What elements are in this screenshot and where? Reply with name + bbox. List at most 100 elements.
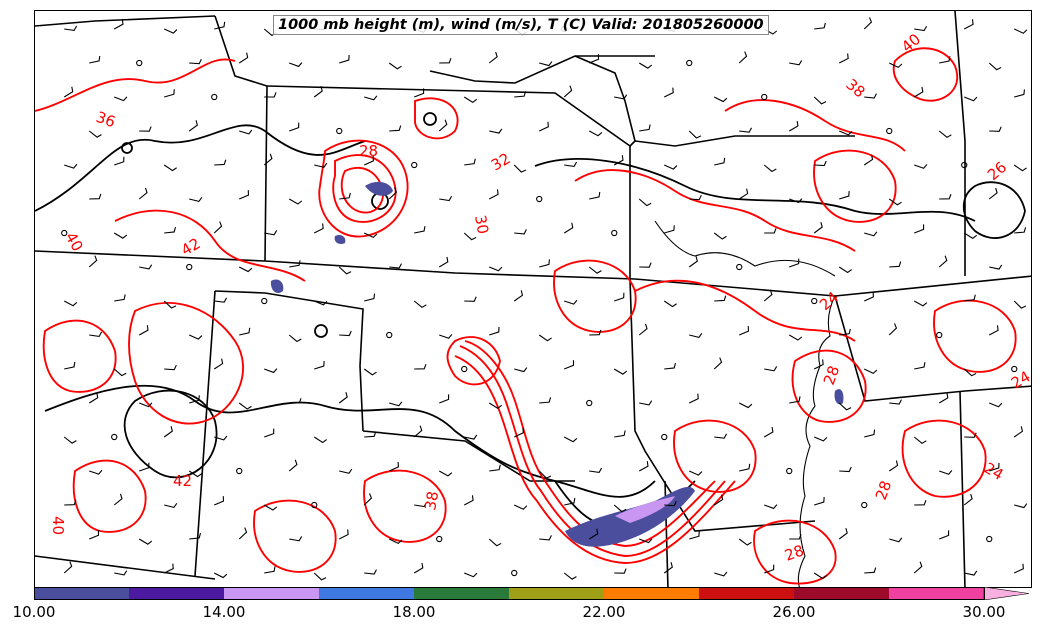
wind-barb: [514, 367, 528, 373]
wind-barb: [639, 400, 653, 406]
wind-barb: [213, 358, 224, 370]
wind-barb: [1014, 563, 1024, 574]
wind-barb: [488, 51, 498, 64]
wind-barb: [813, 572, 828, 580]
wind-barb: [113, 493, 123, 506]
calm-wind-marker: [411, 161, 418, 169]
wind-barb: [638, 198, 652, 207]
wind-barb: [663, 562, 673, 574]
wind-barb: [864, 93, 877, 99]
wind-barb: [738, 538, 752, 546]
wind-barb: [289, 536, 303, 542]
wind-barb: [64, 25, 78, 31]
wind-barb: [214, 21, 226, 30]
wind-barb: [138, 325, 149, 336]
wind-barb: [914, 499, 927, 506]
wind-barb: [63, 561, 73, 574]
wind-barb: [638, 62, 653, 69]
wind-barb: [264, 428, 275, 438]
wind-barb: [664, 500, 677, 507]
wind-barb: [263, 153, 273, 166]
calm-wind-marker: [936, 331, 943, 339]
wind-barb: [514, 427, 524, 438]
calm-wind-marker: [186, 263, 193, 271]
wind-barb: [838, 266, 853, 274]
wind-barb: [614, 94, 628, 100]
wind-barb: [164, 226, 177, 234]
contour-label: 28: [359, 142, 378, 160]
wind-barb: [614, 292, 625, 302]
wind-barb: [1014, 89, 1025, 98]
colorbar-segment: [699, 587, 795, 600]
wind-barb: [413, 425, 423, 438]
wind-barb: [239, 190, 250, 200]
wind-barb: [714, 433, 728, 439]
wind-barb: [363, 232, 378, 239]
wind-barb: [664, 225, 675, 234]
colorbar-segment: [889, 587, 985, 600]
calm-wind-marker: [736, 263, 743, 271]
wind-barb: [913, 86, 924, 98]
wind-barb: [289, 398, 302, 404]
wind-barb: [488, 189, 499, 200]
calm-wind-marker: [386, 331, 393, 339]
wind-barb: [563, 222, 574, 234]
wind-barb: [463, 232, 477, 241]
calm-wind-marker: [436, 535, 443, 543]
wind-barb: [938, 130, 952, 138]
wind-barb: [389, 401, 403, 407]
colorbar-tick-label: 10.00: [12, 603, 56, 621]
wind-barb: [313, 86, 323, 98]
wind-barb: [713, 96, 728, 103]
calm-wind-marker: [261, 297, 268, 305]
wind-barb: [638, 323, 648, 336]
wind-barb: [489, 266, 503, 272]
wind-barb: [563, 85, 573, 98]
colorbar-tick-label: 30.00: [962, 603, 1006, 621]
wind-barb: [264, 566, 276, 574]
wind-barb: [1014, 227, 1027, 234]
calm-wind-marker: [586, 399, 593, 407]
wind-barb: [939, 56, 951, 64]
wind-barb: [414, 88, 425, 98]
wind-barb: [339, 468, 353, 474]
wind-barb: [1013, 164, 1027, 172]
wind-barb: [888, 198, 902, 206]
wind-barb: [364, 95, 378, 101]
wind-barb: [464, 296, 477, 302]
wind-barb: [289, 260, 301, 268]
wind-barb: [913, 436, 927, 444]
calm-wind-marker: [1011, 365, 1018, 373]
wind-barb: [839, 328, 851, 336]
temperature-contours: [35, 47, 1017, 585]
wind-barb: [313, 572, 327, 581]
wind-barb: [388, 187, 398, 200]
wind-barb: [214, 297, 228, 303]
wind-barb: [713, 494, 724, 506]
map-title: 1000 mb height (m), wind (m/s), T (C) Va…: [273, 15, 769, 35]
wind-barb: [914, 25, 928, 32]
wind-barb: [489, 326, 500, 336]
wind-barb: [814, 436, 828, 442]
wind-barb: [964, 96, 978, 102]
calm-wind-marker: [886, 127, 893, 135]
wind-barb: [114, 156, 125, 166]
wind-barb: [639, 124, 651, 132]
wind-barb: [738, 188, 749, 200]
calm-wind-marker: [611, 229, 618, 237]
wind-barb: [264, 230, 278, 236]
wind-barb: [888, 323, 898, 336]
wind-barb: [438, 119, 448, 132]
wind-barb: [363, 493, 373, 506]
wind-barb: [314, 162, 328, 168]
wind-barb: [813, 222, 823, 234]
wind-barb: [713, 232, 727, 240]
calm-wind-marker: [661, 433, 668, 441]
wind-barb: [714, 571, 728, 577]
wind-barb: [163, 164, 177, 172]
wind-barb: [114, 96, 128, 102]
wind-barb: [664, 164, 678, 170]
contour-label: 42: [173, 472, 192, 490]
contour-label: 32: [488, 149, 514, 174]
wind-barb: [139, 264, 153, 270]
